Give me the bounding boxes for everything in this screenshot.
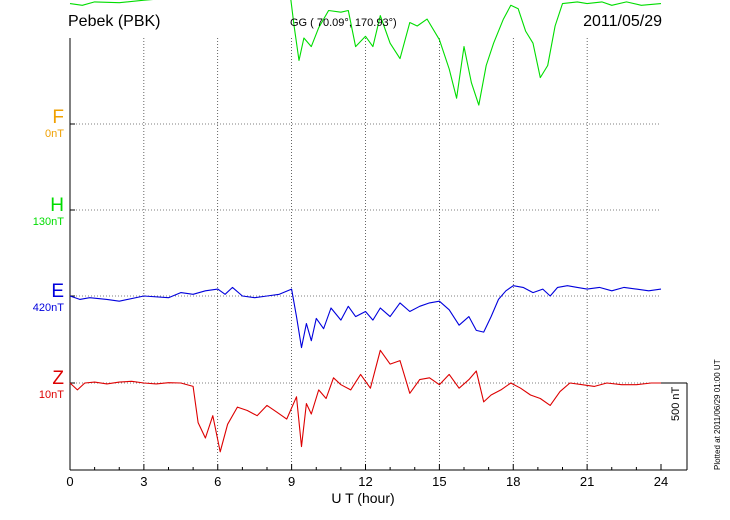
component-label-f: F 0nT: [4, 107, 64, 141]
plot-date: 2011/05/29: [583, 13, 662, 30]
component-label-z: Z 10nT: [4, 368, 64, 402]
x-tick-label: 3: [140, 474, 147, 489]
station-coordinates: GG ( 70.09°, 170.93°): [290, 17, 397, 29]
grid-lines: [70, 38, 661, 470]
x-axis-label: U T (hour): [331, 490, 394, 506]
station-name: Pebek (PBK): [68, 13, 161, 30]
component-offset: 130nT: [32, 216, 64, 228]
x-tick-label: 24: [654, 474, 668, 489]
series-lines: [69, 0, 662, 453]
component-letter: F: [52, 107, 64, 128]
x-tick-label: 9: [288, 474, 295, 489]
component-letter: H: [50, 195, 64, 216]
component-offset: 420nT: [32, 302, 64, 314]
component-letter: Z: [52, 368, 64, 389]
x-tick-label: 21: [580, 474, 594, 489]
x-tick-label: 12: [358, 474, 372, 489]
plot-frame: [69, 38, 688, 471]
x-tick-label: 0: [66, 474, 73, 489]
series-line-z: [69, 349, 661, 453]
series-line-e: [69, 285, 662, 349]
x-tick-label: 6: [214, 474, 221, 489]
x-tick-label: 15: [432, 474, 446, 489]
x-tick-label: 18: [506, 474, 520, 489]
series-line-h: [69, 0, 662, 106]
component-label-h: H 130nT: [4, 195, 64, 229]
plotted-timestamp: Plotted at 2011/06/29 01:00 UT: [713, 359, 722, 470]
scale-bar-label: 500 nT: [670, 386, 682, 421]
component-letter: E: [51, 281, 64, 302]
component-label-e: E 420nT: [4, 281, 64, 315]
component-offset: 10nT: [38, 389, 64, 401]
x-tick-labels: 0 3 6 9 12 15 18 21 24: [66, 464, 668, 489]
component-offset: 0nT: [45, 128, 64, 140]
